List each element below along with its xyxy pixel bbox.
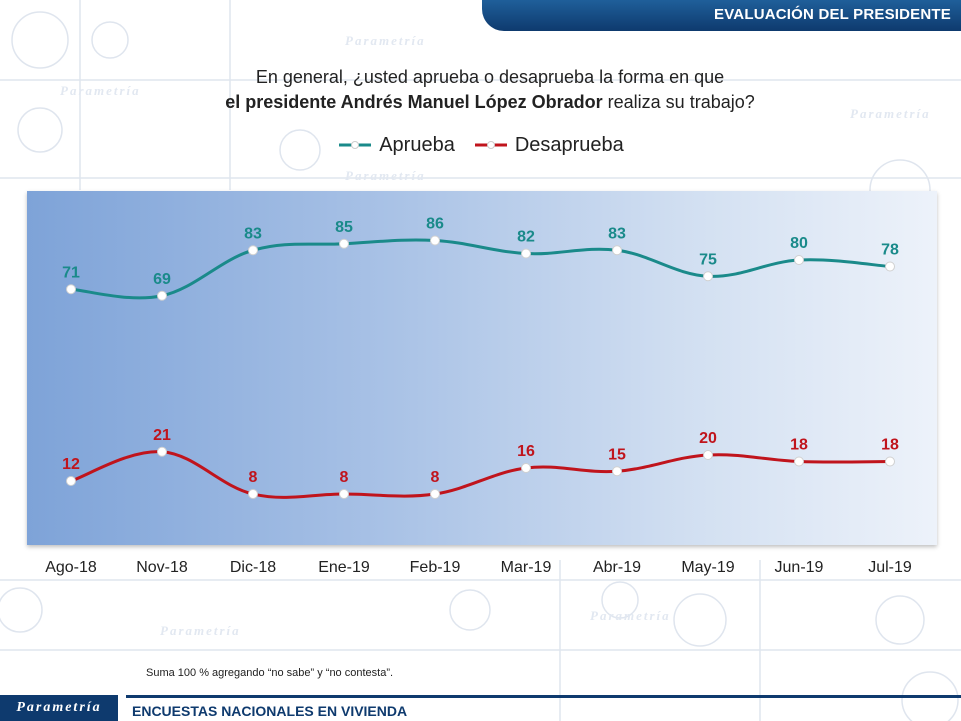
legend-item-desaprueba: Desaprueba (473, 134, 624, 157)
x-tick-label-1: Nov-18 (136, 559, 188, 576)
plot-area (27, 191, 937, 545)
section-title: EVALUACIÓN DEL PRESIDENTE (714, 6, 951, 23)
data-point-desaprueba-5 (521, 463, 531, 473)
watermark-brand-3: Parametría (850, 106, 931, 121)
x-tick-label-3: Ene-19 (318, 559, 370, 576)
question-line-1: En general, ¿usted aprueba o desaprueba … (255, 67, 725, 87)
data-point-desaprueba-6 (612, 466, 622, 477)
watermark-brand-2: Parametría (60, 83, 141, 98)
data-label-desaprueba-8: 18 (790, 437, 808, 454)
data-point-desaprueba-0 (66, 476, 76, 486)
legend-label-aprueba: Aprueba (379, 133, 455, 156)
legend-swatch-desaprueba (474, 141, 507, 149)
x-tick-label-7: May-19 (681, 559, 734, 576)
footer-bar: ENCUESTAS NACIONALES EN VIVIENDA (126, 695, 961, 721)
x-tick-label-4: Feb-19 (410, 559, 461, 576)
series-line-aprueba (70, 238, 891, 300)
data-label-aprueba-5: 82 (517, 229, 535, 246)
x-tick-label-6: Abr-19 (593, 559, 641, 576)
data-label-desaprueba-4: 8 (431, 469, 440, 486)
legend-item-aprueba: Aprueba (337, 134, 455, 157)
watermark-brand-5: Parametría (590, 608, 671, 623)
section-header-bar: EVALUACIÓN DEL PRESIDENTE (482, 0, 961, 31)
data-point-aprueba-2 (248, 245, 258, 256)
x-tick-label-0: Ago-18 (45, 559, 97, 576)
x-tick-label-5: Mar-19 (501, 559, 552, 576)
question-bold-subject: el presidente Andrés Manuel López Obrado… (225, 92, 603, 112)
legend-label-desaprueba: Desaprueba (514, 133, 624, 156)
data-label-desaprueba-3: 8 (340, 469, 349, 486)
data-label-aprueba-2: 83 (244, 225, 262, 242)
data-label-aprueba-0: 71 (62, 264, 80, 281)
legend-swatch-aprueba (339, 141, 372, 149)
data-label-desaprueba-5: 16 (517, 443, 535, 460)
data-point-aprueba-1 (157, 290, 167, 301)
data-point-aprueba-5 (521, 248, 531, 259)
footer-logo: Parametría (0, 695, 118, 721)
data-label-aprueba-7: 75 (699, 251, 717, 268)
line-chart: 71 69 83 85 86 82 83 75 80 78 12 21 8 8 8 16 15 20 18 18 Ago… (45, 216, 912, 577)
data-point-aprueba-4 (430, 235, 440, 246)
data-point-desaprueba-4 (430, 489, 440, 499)
data-label-desaprueba-0: 12 (62, 456, 80, 473)
data-label-aprueba-9: 78 (881, 242, 899, 259)
data-label-aprueba-4: 86 (426, 216, 444, 233)
question-line-2: el presidente Andrés Manuel López Obrado… (130, 90, 850, 115)
data-point-aprueba-0 (66, 284, 76, 295)
footnote: Suma 100 % agregando “no sabe” y “no con… (146, 667, 394, 679)
x-tick-label-9: Jul-19 (868, 559, 912, 576)
data-point-aprueba-6 (612, 245, 622, 256)
data-point-desaprueba-1 (157, 446, 167, 457)
data-label-aprueba-6: 83 (608, 225, 626, 242)
data-label-desaprueba-9: 18 (881, 437, 899, 454)
data-label-desaprueba-2: 8 (249, 469, 258, 486)
data-label-desaprueba-1: 21 (153, 427, 171, 444)
data-point-desaprueba-7 (703, 450, 713, 460)
data-point-aprueba-8 (794, 255, 804, 265)
watermark-brand-6: Parametría (160, 623, 241, 638)
data-label-aprueba-8: 80 (790, 235, 808, 252)
data-point-desaprueba-3 (339, 489, 349, 499)
data-point-aprueba-7 (703, 271, 713, 282)
question-line-2-rest: realiza su trabajo? (602, 92, 755, 112)
x-tick-label-8: Jun-19 (775, 559, 824, 576)
footer-survey-label: ENCUESTAS NACIONALES EN VIVIENDA (132, 703, 408, 719)
watermark-brand-1: Parametría (345, 33, 426, 48)
data-point-desaprueba-8 (794, 456, 804, 467)
watermark-brand-4: Parametría (345, 168, 426, 183)
data-point-aprueba-9 (885, 261, 895, 272)
data-label-aprueba-3: 85 (335, 219, 353, 236)
data-point-aprueba-3 (339, 238, 349, 249)
data-point-desaprueba-9 (885, 456, 895, 467)
series-line-desaprueba (70, 450, 891, 499)
survey-question: En general, ¿usted aprueba o desaprueba … (130, 65, 850, 115)
data-label-desaprueba-7: 20 (699, 430, 717, 447)
x-tick-label-2: Dic-18 (230, 559, 276, 576)
data-label-aprueba-1: 69 (153, 271, 171, 288)
data-label-desaprueba-6: 15 (608, 446, 626, 463)
chart-legend: Aprueba Desaprueba (0, 131, 961, 159)
data-point-desaprueba-2 (248, 489, 258, 499)
